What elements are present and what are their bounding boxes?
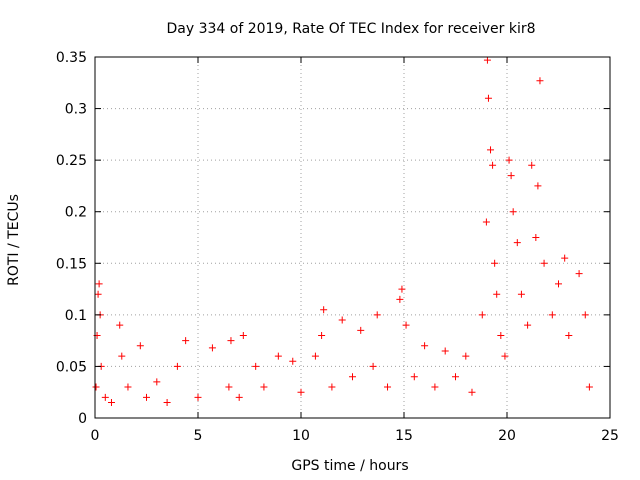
y-tick-label: 0.35 [56,50,87,66]
data-point [507,172,515,180]
data-point [478,311,486,319]
x-tick-label: 15 [395,428,413,444]
data-point [338,316,346,324]
data-point [260,383,268,391]
data-point [536,77,544,85]
data-point [509,208,517,216]
data-point [297,388,305,396]
data-point [513,239,521,247]
data-point [487,146,495,154]
data-point [505,156,513,164]
data-point [107,399,115,407]
data-point [528,161,536,169]
data-point [575,270,583,278]
data-point [431,383,439,391]
data-point [208,344,216,352]
data-point [116,321,124,329]
data-point [369,362,377,370]
data-point [227,337,235,345]
data-point [357,326,365,334]
data-point [555,280,562,288]
data-point [225,383,233,391]
data-point [491,259,499,267]
data-point [565,331,573,339]
grid-layer [95,57,610,418]
x-tick-label: 25 [601,428,619,444]
data-point [118,352,126,360]
tick-layer: 0 5 10 15 20 25 0 0.05 0.1 0.15 0.2 0.25 0.3 0.35 [56,50,619,444]
data-point [398,285,406,293]
data-point [349,373,356,381]
data-point [410,373,418,381]
data-point [489,161,497,169]
data-point [534,182,542,190]
data-point [163,399,171,407]
data-point [153,378,161,386]
data-point [483,56,491,64]
data-point [402,321,410,329]
data-point [289,357,297,365]
x-axis-label: GPS time / hours [291,458,408,474]
data-point [493,290,501,298]
data-point [548,311,556,319]
data-point [396,295,404,303]
data-point [482,218,490,226]
data-point [373,311,381,319]
y-axis-label: ROTI / TECUs [6,194,22,286]
data-point [328,383,336,391]
data-point [182,337,190,345]
y-tick-label: 0.3 [65,102,87,118]
y-tick-label: 0 [78,411,87,427]
data-point [92,383,100,391]
data-point [517,290,525,298]
data-point [561,254,569,262]
y-tick-label: 0.1 [65,308,87,324]
data-point [143,393,150,401]
data-point [274,352,282,360]
data-point [462,352,470,360]
data-point [124,383,132,391]
data-point [452,373,459,381]
data-point [581,311,589,319]
plot-frame [94,56,611,419]
data-point [194,393,202,401]
data-point [441,347,449,355]
data-point [95,280,103,288]
data-point [585,383,593,391]
data-point [136,342,144,350]
chart-title: Day 334 of 2019, Rate Of TEC Index for r… [166,21,535,37]
data-point [320,306,328,314]
data-point [524,321,532,329]
data-point [239,331,247,339]
y-tick-label: 0.15 [56,256,87,272]
x-tick-label: 0 [91,428,100,444]
x-tick-label: 10 [292,428,310,444]
data-point [311,352,319,360]
x-tick-label: 5 [194,428,203,444]
data-point [252,362,260,370]
y-tick-label: 0.2 [65,205,87,221]
data-point [484,94,492,102]
x-tick-label: 20 [498,428,516,444]
data-point [468,388,476,396]
y-tick-label: 0.25 [56,153,87,169]
data-point [421,342,429,350]
data-point [94,290,102,298]
data-point [540,259,548,267]
data-point [173,362,181,370]
data-point [532,234,540,241]
y-tick-label: 0.05 [56,359,87,375]
data-point [235,393,243,401]
data-point [318,331,326,339]
data-point [497,331,505,339]
data-point [501,352,509,360]
data-point [384,383,392,391]
data-point [101,393,109,401]
